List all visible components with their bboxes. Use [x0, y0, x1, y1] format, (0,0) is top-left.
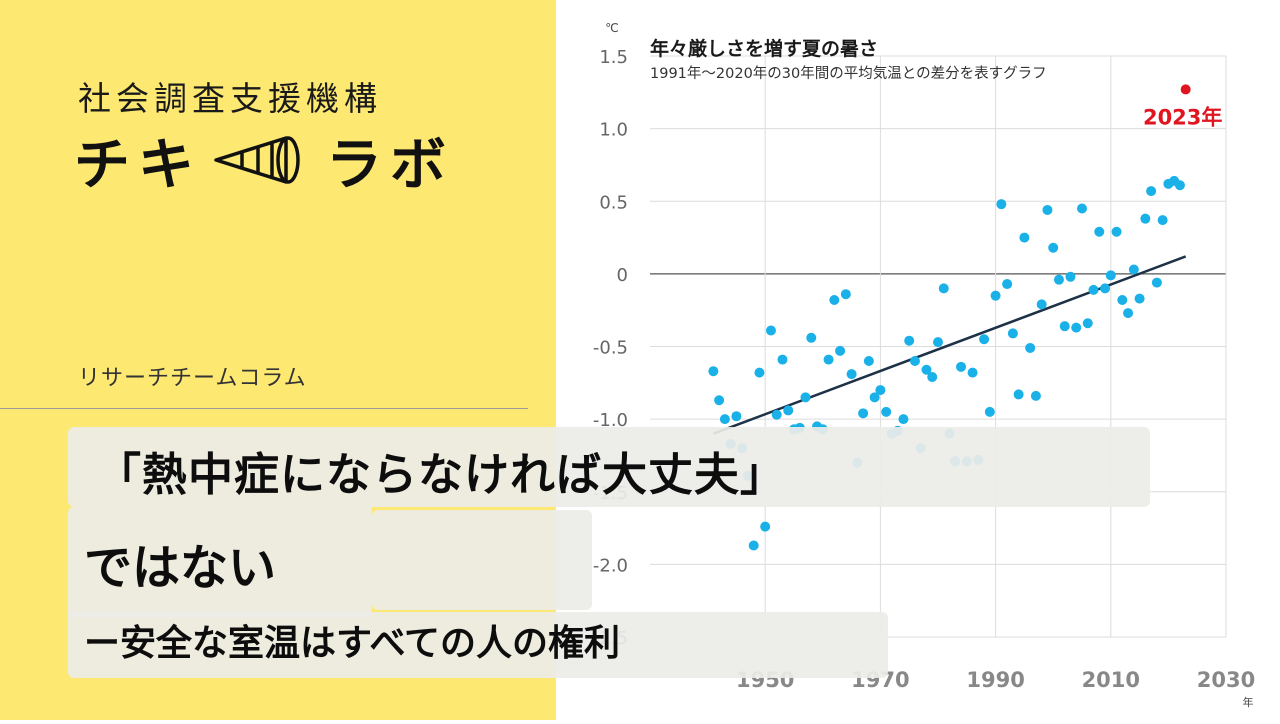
data-point [990, 290, 1001, 301]
data-point [1077, 203, 1087, 214]
data-point [1100, 283, 1111, 294]
headline-line-2: ではない [84, 540, 277, 596]
data-point [840, 289, 851, 300]
highlight-label: 2023年 [1143, 105, 1222, 129]
data-point [869, 392, 880, 403]
data-point [1053, 274, 1064, 285]
data-point [898, 414, 909, 425]
trend-line [712, 255, 1187, 435]
data-point [708, 366, 719, 377]
data-point [1117, 295, 1128, 306]
data-point [719, 414, 730, 425]
data-point [760, 521, 771, 532]
headline-line-3: ー安全な室温はすべての人の権利 [84, 623, 621, 664]
data-point [1059, 321, 1070, 332]
data-point [783, 405, 794, 416]
data-point [1151, 277, 1162, 288]
data-point [1157, 215, 1168, 226]
data-point [1030, 390, 1041, 401]
data-point [823, 354, 834, 365]
data-point [967, 367, 978, 378]
x-tick-label: 2010 [1082, 668, 1140, 692]
headline-box-2 [68, 507, 372, 617]
y-tick-label: -1.0 [593, 410, 628, 431]
data-point [1036, 299, 1047, 310]
data-point [881, 406, 892, 417]
data-point [863, 356, 874, 367]
data-point [731, 411, 742, 422]
y-tick-label: 0 [617, 265, 628, 286]
data-point [1146, 186, 1157, 197]
data-point [938, 283, 949, 294]
data-point [771, 409, 782, 420]
data-point [921, 364, 932, 375]
data-point [1134, 293, 1145, 304]
highlight-point-2023 [1180, 84, 1191, 95]
chart-title: 年々厳しさを増す夏の暑さ [650, 38, 879, 60]
headline-box-3 [68, 612, 888, 678]
chart-subtitle: 1991年〜2020年の30年間の平均気温との差分を表すグラフ [650, 66, 1047, 82]
brand-name-right: ラボ [326, 132, 454, 198]
y-tick-label: 1.5 [599, 47, 628, 68]
data-point [800, 392, 811, 403]
data-point [1013, 389, 1024, 400]
data-point [1111, 226, 1122, 237]
data-point [1088, 284, 1099, 295]
data-point [927, 372, 938, 383]
headline-box-2b [372, 510, 592, 610]
data-point [1123, 308, 1134, 319]
data-point [1042, 204, 1053, 215]
data-point [984, 406, 995, 417]
data-point [1094, 226, 1105, 237]
data-point [1065, 271, 1076, 282]
data-point [1105, 270, 1116, 281]
data-point [1140, 213, 1151, 224]
data-point [904, 335, 915, 346]
data-point [858, 408, 869, 419]
data-point [829, 295, 840, 306]
data-point [748, 540, 759, 551]
data-point [875, 385, 886, 396]
brand-logo[interactable]: チキ ラボ [74, 120, 454, 200]
data-point [979, 334, 990, 345]
data-point [1128, 264, 1139, 275]
data-point [1019, 232, 1030, 243]
data-point [777, 354, 788, 365]
brand-name-left: チキ [74, 132, 202, 198]
data-point [1002, 279, 1013, 290]
data-point [806, 332, 817, 343]
data-point [1048, 242, 1059, 253]
megaphone-icon [214, 136, 300, 184]
data-point [996, 199, 1007, 210]
data-point [1174, 180, 1185, 191]
data-point [956, 361, 967, 372]
data-point [765, 325, 776, 336]
data-point [1025, 342, 1036, 353]
x-tick-label: 1990 [966, 668, 1024, 692]
data-point [754, 367, 765, 378]
headline-line-1: 「熱中症にならなければ大丈夫」 [96, 448, 787, 501]
y-axis-unit: ℃ [605, 21, 618, 35]
x-tick-label: 2030 [1197, 668, 1255, 692]
divider [0, 408, 528, 409]
data-point [1007, 328, 1018, 339]
x-axis-unit: 年 [1243, 695, 1254, 709]
data-point [1071, 322, 1082, 333]
y-tick-label: -2.0 [593, 555, 628, 576]
data-point [835, 345, 846, 356]
y-tick-label: 1.0 [599, 120, 628, 141]
data-point [909, 356, 920, 367]
data-point [846, 369, 857, 380]
headline-box-1 [68, 427, 1150, 507]
y-tick-label: 0.5 [599, 192, 628, 213]
data-point [933, 337, 943, 348]
data-point [1082, 318, 1093, 329]
data-point [714, 395, 725, 406]
column-label: リサーチチームコラム [78, 366, 307, 391]
y-tick-label: -0.5 [593, 338, 628, 359]
org-name: 社会調査支援機構 [78, 79, 382, 118]
